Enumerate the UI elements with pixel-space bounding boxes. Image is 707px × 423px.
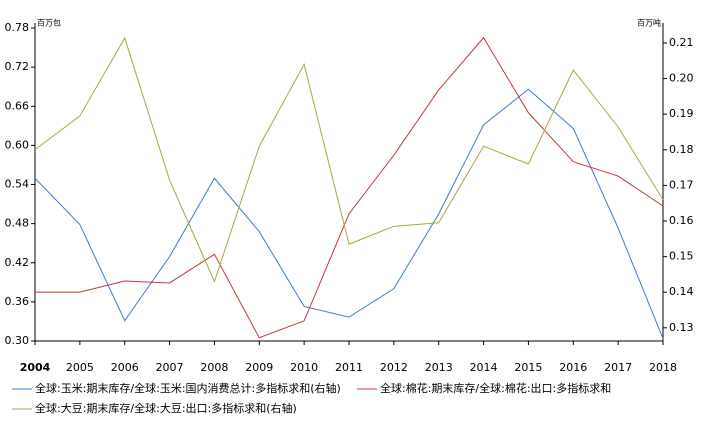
x-tick-label: 2007 [156,361,184,374]
y-tick-label: 0.30 [5,334,30,347]
x-tick-label: 2005 [66,361,94,374]
y-axis-unit: 百万包 [37,18,61,28]
y-tick-label: 0.60 [5,138,30,151]
x-tick-label: 2010 [290,361,318,374]
y2-tick-label: 0.14 [669,285,694,298]
x-tick-label: 2014 [470,361,498,374]
y2-tick-label: 0.21 [669,36,694,49]
y-tick-label: 0.78 [5,21,30,34]
y2-tick-label: 0.13 [669,321,694,334]
x-tick-label: 2011 [335,361,363,374]
x-tick-label: 2017 [604,361,632,374]
x-tick-label: 2016 [559,361,587,374]
x-tick-label: 2009 [245,361,273,374]
y-tick-label: 0.36 [5,295,30,308]
x-tick-label: 2013 [425,361,453,374]
legend-label: 全球:棉花:期末库存/全球:棉花:出口:多指标求和 [380,381,611,395]
y-tick-label: 0.54 [5,178,30,191]
x-tick-label: 2004 [20,361,51,374]
x-tick-label: 2012 [380,361,408,374]
x-tick-label: 2006 [111,361,139,374]
series-line [35,36,664,339]
y-tick-label: 0.66 [5,99,30,112]
x-tick-label: 2008 [200,361,228,374]
y-tick-label: 0.72 [5,60,30,73]
y2-tick-label: 0.18 [669,143,694,156]
series-line [34,88,664,339]
y2-axis-unit: 百万吨 [637,18,661,28]
y2-tick-label: 0.20 [669,72,694,85]
y2-tick-label: 0.15 [669,250,694,263]
y-tick-label: 0.42 [5,256,30,269]
y2-tick-label: 0.16 [669,214,694,227]
y-tick-label: 0.48 [5,217,30,230]
y2-tick-label: 0.17 [669,178,694,191]
legend-label: 全球:大豆:期末库存/全球:大豆:出口:多指标求和(右轴) [35,401,297,415]
series-line [34,36,664,283]
legend-label: 全球:玉米:期末库存/全球:玉米:国内消费总计:多指标求和(右轴) [35,381,341,395]
y2-tick-label: 0.19 [669,107,694,120]
x-tick-label: 2018 [649,361,677,374]
x-tick-label: 2015 [514,361,542,374]
